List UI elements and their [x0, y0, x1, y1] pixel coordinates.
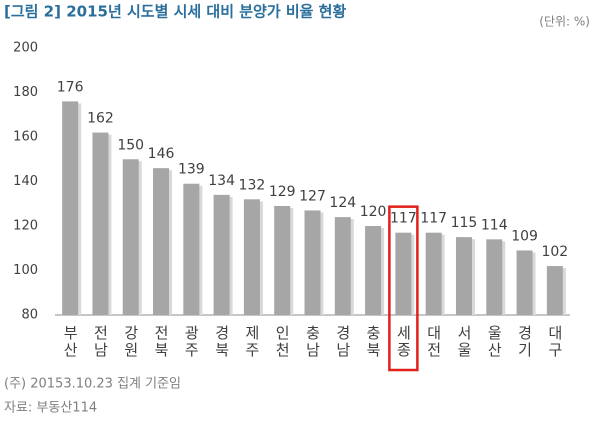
value-label: 109	[511, 228, 538, 244]
x-tick-label: 울산	[485, 325, 503, 359]
bar	[516, 250, 533, 315]
value-label: 117	[390, 211, 417, 227]
bar	[395, 232, 412, 315]
x-tick-label: 세종	[394, 325, 412, 359]
y-tick-label: 200	[13, 41, 38, 56]
x-tick-label: 경기	[516, 325, 534, 359]
bar	[486, 239, 503, 315]
y-tick-label: 80	[21, 308, 38, 323]
value-label: 115	[451, 215, 478, 231]
value-label: 117	[420, 211, 447, 227]
highlight-box	[388, 205, 419, 372]
x-tick-label: 대구	[546, 325, 564, 359]
value-label: 162	[87, 111, 114, 127]
x-tick-label: 전남	[91, 325, 109, 359]
y-tick-label: 140	[13, 174, 38, 189]
y-tick-label: 120	[13, 219, 38, 234]
value-label: 102	[541, 244, 568, 260]
value-label: 120	[360, 204, 387, 220]
x-tick-label: 광주	[182, 325, 200, 359]
y-tick-label: 160	[13, 130, 38, 145]
bar	[365, 226, 382, 315]
bar	[243, 199, 260, 315]
value-label: 124	[329, 195, 356, 211]
x-tick-label: 부산	[61, 325, 79, 359]
x-tick-label: 제주	[243, 325, 261, 359]
bar	[153, 168, 170, 315]
y-tick-label: 100	[13, 263, 38, 278]
value-label: 132	[239, 177, 266, 193]
value-label: 139	[178, 162, 205, 178]
bar	[183, 183, 200, 315]
bar	[304, 210, 321, 315]
bar	[425, 232, 442, 315]
x-tick-label: 경북	[213, 325, 231, 359]
bar	[546, 266, 563, 315]
chart-title: [그림 2] 2015년 시도별 시세 대비 분양가 비율 현황	[4, 3, 346, 21]
bar	[213, 194, 230, 315]
x-tick-label: 대전	[425, 325, 443, 359]
value-label: 150	[117, 137, 144, 153]
bar	[455, 237, 472, 315]
bar	[62, 101, 79, 316]
value-label: 129	[269, 184, 296, 200]
bar	[334, 217, 351, 315]
x-tick-label: 서울	[455, 325, 473, 359]
x-tick-label: 충북	[364, 325, 382, 359]
value-label: 146	[148, 146, 175, 162]
value-label: 134	[208, 173, 235, 189]
value-label: 176	[57, 79, 84, 95]
x-tick-label: 충남	[304, 325, 322, 359]
y-tick-label: 180	[13, 85, 38, 100]
bar	[274, 205, 291, 315]
x-tick-label: 전북	[152, 325, 170, 359]
value-label: 127	[299, 188, 326, 204]
bar	[122, 159, 139, 315]
x-tick-label: 인천	[273, 325, 291, 359]
unit-label: (단위: %)	[539, 15, 590, 29]
note: (주) 20153.10.23 집계 기준임	[4, 377, 181, 392]
x-tick-label: 강원	[122, 325, 140, 359]
note: 자료: 부동산114	[4, 401, 97, 416]
bar	[92, 132, 109, 315]
x-tick-label: 경남	[334, 325, 352, 359]
value-label: 114	[481, 217, 508, 233]
